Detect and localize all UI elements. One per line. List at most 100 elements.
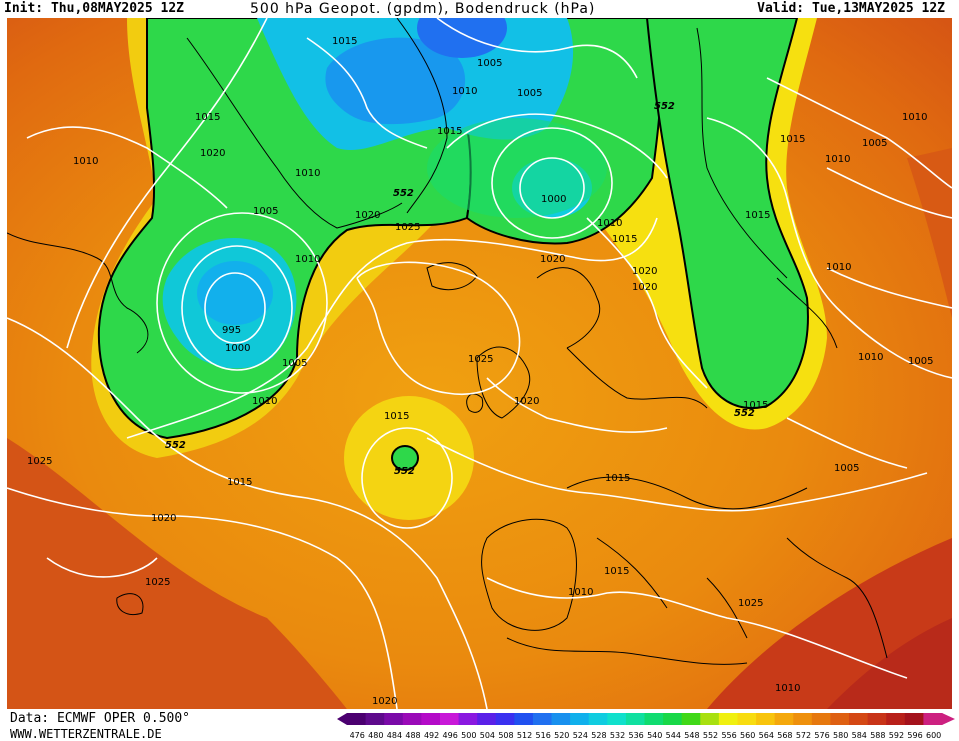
legend-tick-label: 500: [461, 731, 476, 740]
legend-swatch: [923, 713, 943, 725]
isobar-label: 1020: [200, 148, 225, 159]
isobar-label: 1020: [355, 210, 380, 221]
isobar-label: 1005: [477, 58, 502, 69]
legend-swatch: [756, 713, 776, 725]
isobar-label: 1010: [825, 154, 850, 165]
isobar-label: 1015: [604, 566, 629, 577]
legend-swatch: [347, 713, 367, 725]
legend-swatch: [793, 713, 813, 725]
legend-tick-label: 560: [740, 731, 755, 740]
isobar-label: 1020: [372, 696, 397, 707]
legend-tick-label: 524: [573, 731, 588, 740]
isobar-label: 1015: [780, 134, 805, 145]
isobar-label: 1010: [597, 218, 622, 229]
isobar-label: 1015: [384, 411, 409, 422]
isobar-label: 1010: [252, 396, 277, 407]
legend-swatch: [904, 713, 924, 725]
isobar-label: 1015: [437, 126, 462, 137]
legend-tick-label: 552: [703, 731, 718, 740]
legend-tick-label: 488: [405, 731, 420, 740]
legend-tick-label: 588: [870, 731, 885, 740]
map-title: 500 hPa Geopot. (gpdm), Bodendruck (hPa): [250, 1, 596, 17]
blue-low-arctic-core: [417, 18, 507, 58]
legend-swatch: [495, 713, 515, 725]
legend-swatch: [718, 713, 738, 725]
legend-swatch: [811, 713, 831, 725]
legend-arrow-right: [942, 713, 955, 725]
legend-tick-label: 532: [610, 731, 625, 740]
isobar-label: 1015: [332, 36, 357, 47]
isobar-label: 1015: [605, 473, 630, 484]
legend-tick-label: 564: [759, 731, 774, 740]
geopotential-label: 552: [165, 440, 186, 451]
isobar-label: 995: [222, 325, 241, 336]
isobar-label: 1025: [395, 222, 420, 233]
legend-tick-label: 528: [591, 731, 606, 740]
geopotential-label: 552: [394, 466, 415, 477]
legend-tick-label: 512: [517, 731, 532, 740]
legend-swatch: [886, 713, 906, 725]
legend-swatch: [644, 713, 664, 725]
legend-tick-label: 584: [852, 731, 867, 740]
legend-swatch: [532, 713, 553, 725]
southeast-high-zone-inner: [827, 618, 952, 709]
isobar-label: 1005: [834, 463, 859, 474]
valid-time-label: Valid: Tue,13MAY2025 12Z: [757, 1, 945, 16]
legend-swatch: [681, 713, 701, 725]
legend-tick-label: 548: [684, 731, 699, 740]
legend-swatch: [588, 713, 608, 725]
legend-swatch: [570, 713, 590, 725]
legend-swatch: [514, 713, 534, 725]
legend-swatch: [477, 713, 497, 725]
isobar-label: 1010: [295, 254, 320, 265]
isobar-label: 1020: [514, 396, 539, 407]
legend-swatch: [439, 713, 460, 725]
isobar-label: 1015: [743, 400, 768, 411]
far-east-zone: [907, 148, 952, 318]
isobar-label: 1005: [862, 138, 887, 149]
blue-low-north-core: [325, 37, 466, 125]
southwest-high-zone: [7, 438, 347, 709]
legend-tick-label: 600: [926, 731, 941, 740]
site-url: WWW.WETTERZENTRALE.DE: [10, 727, 162, 741]
weather-map: 1015 1005 1010 1005 1015 1010 1015 1010 …: [7, 18, 952, 709]
legend-tick-label: 592: [889, 731, 904, 740]
isobar-label: 1010: [73, 156, 98, 167]
isobar-label: 1025: [468, 354, 493, 365]
legend-swatch: [421, 713, 441, 725]
isobar-label: 1005: [253, 206, 278, 217]
legend-arrow-left: [337, 713, 347, 725]
legend-swatch: [607, 713, 627, 725]
legend-tick-label: 492: [424, 731, 439, 740]
geopotential-label: 552: [734, 408, 755, 419]
legend-tick-label: 504: [480, 731, 495, 740]
isobar-label: 1020: [632, 266, 657, 277]
isobar-labels: 1015 1005 1010 1005 1015 1010 1015 1010 …: [27, 36, 933, 707]
legend-swatch: [737, 713, 757, 725]
legend-swatch: [551, 713, 571, 725]
legend-tick-label: 484: [387, 731, 402, 740]
legend-swatch: [663, 713, 683, 725]
map-header: Init: Thu,08MAY2025 12Z 500 hPa Geopot. …: [0, 0, 959, 18]
isobar-label: 1010: [295, 168, 320, 179]
isobar-label: 1000: [225, 343, 250, 354]
geopotential-label: 552: [654, 101, 675, 112]
isobar-label: 1020: [540, 254, 565, 265]
legend-tick-label: 496: [443, 731, 458, 740]
isobar-label: 1005: [517, 88, 542, 99]
isobar-label: 1015: [745, 210, 770, 221]
legend-swatch: [365, 713, 385, 725]
isobar-label: 1020: [632, 282, 657, 293]
isobar-label: 1025: [27, 456, 52, 467]
isobar-label: 1020: [151, 513, 176, 524]
legend-tick-label: 556: [721, 731, 736, 740]
isobar-label: 1010: [902, 112, 927, 123]
isobar-label: 1010: [775, 683, 800, 694]
legend-tick-label: 476: [350, 731, 365, 740]
legend-tick-label: 516: [536, 731, 551, 740]
legend-tick-label: 540: [647, 731, 662, 740]
color-legend: 476 480 484 488 492 496 500 504 508 512 516 520 524 5…: [337, 713, 955, 740]
data-source-label: Data: ECMWF OPER 0.500°: [10, 711, 191, 726]
isobar-label: 1010: [452, 86, 477, 97]
legend-tick-label: 568: [777, 731, 792, 740]
